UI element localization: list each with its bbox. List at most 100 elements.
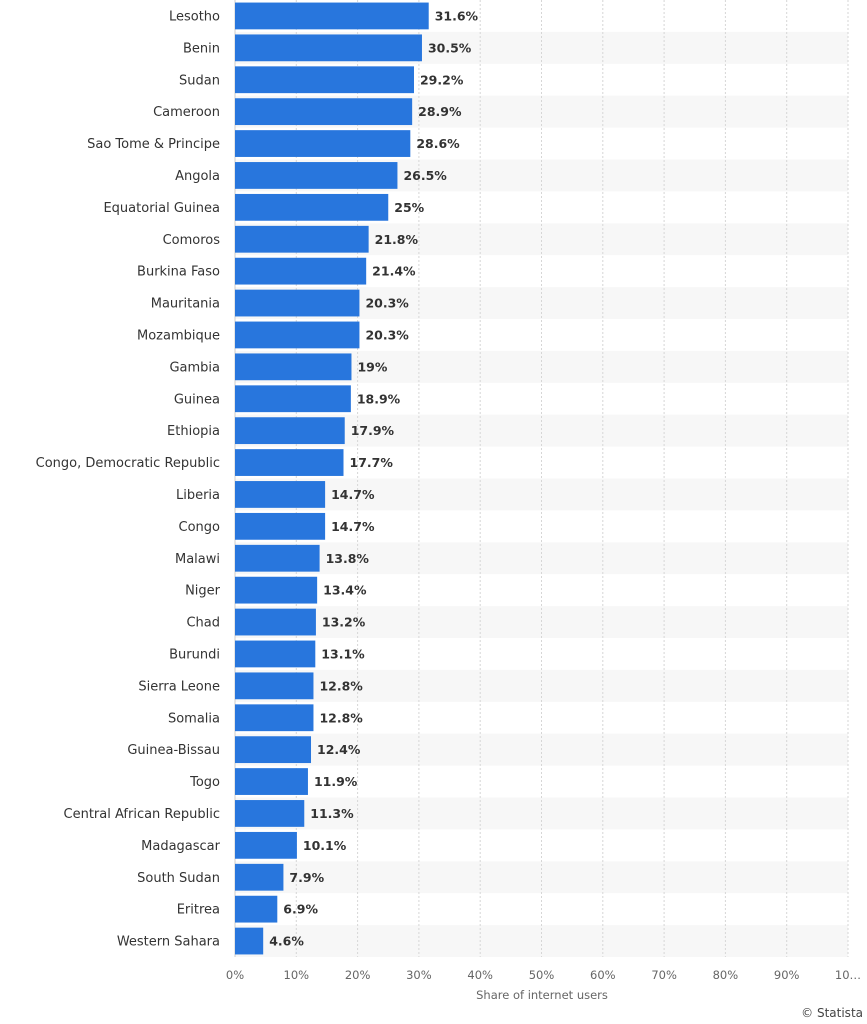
value-label: 13.1%: [321, 646, 365, 661]
category-label: Chad: [186, 616, 220, 631]
category-label: Malawi: [175, 552, 220, 567]
category-label: Burundi: [169, 647, 220, 662]
value-label: 10.1%: [303, 838, 347, 853]
value-label: 20.3%: [365, 296, 409, 311]
value-label: 13.4%: [323, 583, 367, 598]
x-tick-label: 90%: [774, 968, 800, 982]
bar[interactable]: [235, 289, 360, 317]
bar[interactable]: [235, 512, 326, 540]
x-tick-label: 0%: [226, 968, 244, 982]
value-label: 20.3%: [365, 327, 409, 342]
value-label: 13.8%: [326, 551, 370, 566]
value-label: 26.5%: [403, 168, 447, 183]
x-tick-label: 70%: [651, 968, 677, 982]
value-label: 28.6%: [416, 136, 460, 151]
x-tick-label: 80%: [713, 968, 739, 982]
bar[interactable]: [235, 800, 305, 827]
bar[interactable]: [235, 672, 314, 700]
x-axis-title: Share of internet users: [476, 988, 608, 1002]
value-label: 11.3%: [310, 806, 354, 821]
bar[interactable]: [235, 257, 367, 285]
category-label: Equatorial Guinea: [103, 201, 220, 216]
bar[interactable]: [235, 863, 284, 891]
category-label: Mauritania: [151, 297, 220, 312]
value-label: 12.8%: [319, 678, 363, 693]
category-label: Guinea-Bissau: [127, 743, 220, 758]
bar[interactable]: [235, 481, 326, 508]
value-label: 17.7%: [350, 455, 394, 470]
bar[interactable]: [235, 353, 352, 381]
value-label: 31.6%: [435, 8, 479, 23]
bar[interactable]: [235, 736, 312, 764]
bar[interactable]: [235, 449, 344, 476]
category-label: Benin: [183, 41, 220, 56]
category-label: Sierra Leone: [138, 679, 220, 694]
value-label: 11.9%: [314, 774, 358, 789]
value-label: 19%: [357, 359, 387, 374]
statista-credit[interactable]: © Statista: [801, 1006, 863, 1020]
bar[interactable]: [235, 162, 398, 189]
bar[interactable]: [235, 640, 316, 668]
bar[interactable]: [235, 193, 389, 221]
category-label: Sao Tome & Principe: [87, 137, 220, 152]
value-label: 18.9%: [357, 391, 401, 406]
value-label: 21.4%: [372, 264, 416, 279]
bar[interactable]: [235, 544, 320, 572]
x-tick-label: 40%: [467, 968, 493, 982]
x-tick-label: 20%: [345, 968, 371, 982]
bar[interactable]: [235, 704, 314, 732]
value-label: 21.8%: [375, 232, 419, 247]
bar[interactable]: [235, 225, 369, 253]
value-label: 12.4%: [317, 742, 361, 757]
bar[interactable]: [235, 576, 318, 604]
value-label: 28.9%: [418, 104, 462, 119]
bars: [235, 2, 429, 955]
x-tick-label: 30%: [406, 968, 432, 982]
x-tick-label: 60%: [590, 968, 616, 982]
category-label: Somalia: [168, 711, 220, 726]
value-label: 25%: [394, 200, 424, 215]
value-label: 7.9%: [289, 870, 324, 885]
category-label: Eritrea: [177, 903, 220, 918]
bar[interactable]: [235, 98, 413, 126]
category-label: Niger: [185, 584, 221, 599]
category-label: Mozambique: [137, 328, 220, 343]
category-label: Sudan: [179, 73, 220, 88]
category-label: Ethiopia: [167, 424, 220, 439]
value-label: 13.2%: [322, 615, 366, 630]
category-label: Cameroon: [153, 105, 220, 120]
category-label: Togo: [189, 775, 220, 790]
value-label: 30.5%: [428, 40, 472, 55]
category-label: Guinea: [174, 392, 220, 407]
value-label: 14.7%: [331, 519, 375, 534]
value-labels: 31.6% 30.5% 29.2% 28.9% 28.6% 26.5% 25% 21.8% 21…: [269, 8, 478, 948]
bar[interactable]: [235, 608, 316, 636]
category-label: Madagascar: [141, 839, 221, 854]
category-label: Lesotho: [169, 9, 220, 24]
category-label: Western Sahara: [117, 935, 220, 950]
category-label: Gambia: [169, 360, 220, 375]
x-tick-label: 10…: [835, 968, 861, 982]
value-label: 17.9%: [351, 423, 395, 438]
bar[interactable]: [235, 34, 422, 62]
x-tick-label: 10%: [284, 968, 310, 982]
bar[interactable]: [235, 130, 411, 157]
bar[interactable]: [235, 927, 264, 955]
bar[interactable]: [235, 895, 278, 923]
bar[interactable]: [235, 417, 345, 445]
x-tick-labels: 0% 10% 20% 30% 40% 50% 60% 70% 80% 90% 10…: [226, 968, 861, 982]
value-label: 12.8%: [319, 710, 363, 725]
bar[interactable]: [235, 66, 414, 94]
category-labels: Lesotho Benin Sudan Cameroon Sao Tome & Prin…: [36, 9, 221, 949]
category-label: South Sudan: [137, 871, 220, 886]
gridlines: [295, 0, 849, 957]
bar[interactable]: [235, 321, 360, 349]
bar[interactable]: [235, 385, 351, 413]
bar[interactable]: [235, 831, 297, 859]
value-label: 6.9%: [283, 902, 318, 917]
bar[interactable]: [235, 2, 429, 30]
bar[interactable]: [235, 768, 308, 795]
category-label: Angola: [175, 169, 220, 184]
category-label: Congo: [179, 520, 221, 535]
